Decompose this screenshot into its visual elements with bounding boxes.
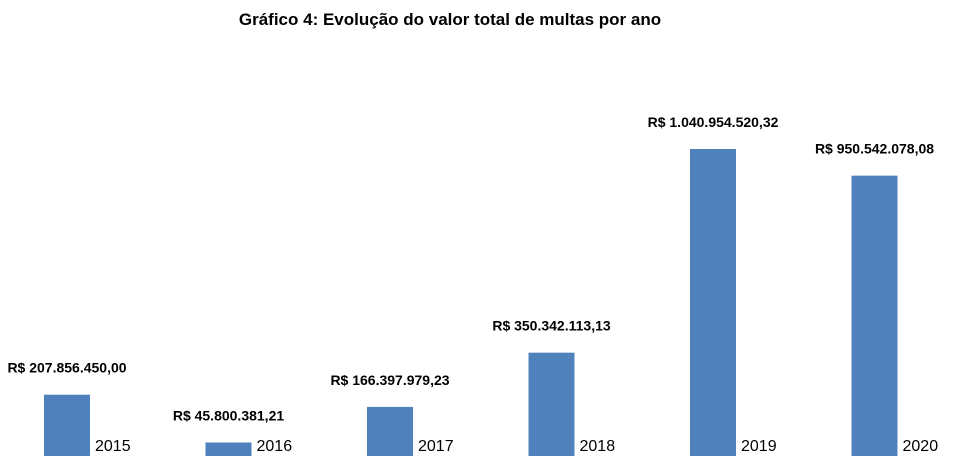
- bar-2020: [851, 175, 898, 456]
- category-label-2019: 2019: [741, 438, 777, 455]
- category-label-2020: 2020: [903, 438, 939, 455]
- category-label-2015: 2015: [95, 438, 131, 455]
- category-label-2017: 2017: [418, 438, 454, 455]
- value-label-2020: R$ 950.542.078,08: [815, 141, 934, 157]
- value-label-2018: R$ 350.342.113,13: [492, 318, 611, 334]
- bar-2017: [367, 406, 413, 456]
- bar-2018: [528, 352, 575, 456]
- bar-2015: [44, 394, 90, 456]
- value-label-2015: R$ 207.856.450,00: [7, 360, 126, 376]
- bar-2016: [205, 442, 252, 456]
- value-label-2017: R$ 166.397.979,23: [330, 372, 449, 388]
- category-label-2018: 2018: [580, 438, 616, 455]
- category-label-2016: 2016: [257, 438, 293, 455]
- chart-title: Gráfico 4: Evolução do valor total de mu…: [238, 10, 662, 29]
- value-label-2016: R$ 45.800.381,21: [173, 407, 285, 423]
- value-label-2019: R$ 1.040.954.520,32: [648, 114, 779, 130]
- bar-2019: [690, 149, 736, 456]
